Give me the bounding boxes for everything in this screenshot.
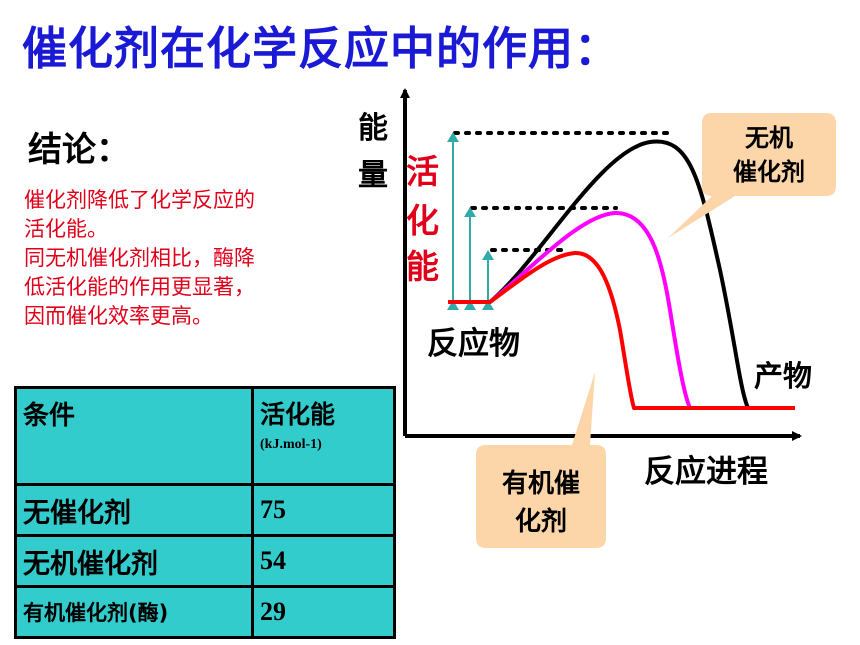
header-activation-label: 活化能 [260,400,336,429]
row-condition: 无催化剂 [14,483,254,537]
conclusion-line: 活化能。 [24,217,108,241]
curve-inorganic [448,210,795,410]
row-value: 75 [251,483,396,537]
callout-inorganic-line: 无机 [745,124,793,152]
callout-organic-line: 化剂 [515,507,567,537]
conclusion-text: 催化剂降低了化学反应的 活化能。 同无机催化剂相比，酶降 低活化能的作用更显著，… [24,186,354,331]
curve-enzyme [448,250,795,410]
curve-no-catalyst [448,139,795,410]
header-unit: (kJ.mol-1) [260,437,322,452]
page-title: 催化剂在化学反应中的作用： [22,22,621,75]
y-axis-label: 能 [358,111,388,146]
reactant-label: 反应物 [427,326,520,362]
conclusion-line: 低活化能的作用更显著， [24,275,255,299]
conclusion-line: 同无机催化剂相比，酶降 [24,246,255,270]
table-header-row: 条件 活化能 (kJ.mol-1) [14,386,396,486]
y-axis-label: 量 [358,158,388,193]
callout-organic-line: 有机催 [502,469,580,499]
x-axis-label: 反应进程 [644,454,768,490]
activation-energy-table: 条件 活化能 (kJ.mol-1) 无催化剂 75 无机催化剂 54 有机催化剂… [14,386,396,639]
callout-organic [476,372,606,548]
row-condition: 有机催化剂(酶) [14,585,254,639]
conclusion-line: 催化剂降低了化学反应的 [24,188,255,212]
conclusion-heading: 结论： [28,130,130,170]
row-value: 54 [251,534,396,588]
callout-inorganic-line: 催化剂 [733,158,805,186]
row-value: 29 [251,585,396,639]
activation-energy-label: 能 [406,247,439,286]
table-row: 无机催化剂 54 [14,534,396,588]
row-condition: 无机催化剂 [14,534,254,588]
activation-energy-label: 化 [406,201,439,240]
header-activation: 活化能 (kJ.mol-1) [251,386,396,486]
table-row: 无催化剂 75 [14,483,396,537]
conclusion-line: 因而催化效率更高。 [24,304,213,328]
table-row: 有机催化剂(酶) 29 [14,585,396,639]
header-condition: 条件 [14,386,254,486]
activation-energy-label: 活 [406,152,439,191]
product-label: 产物 [754,359,812,393]
callout-inorganic [668,113,836,238]
